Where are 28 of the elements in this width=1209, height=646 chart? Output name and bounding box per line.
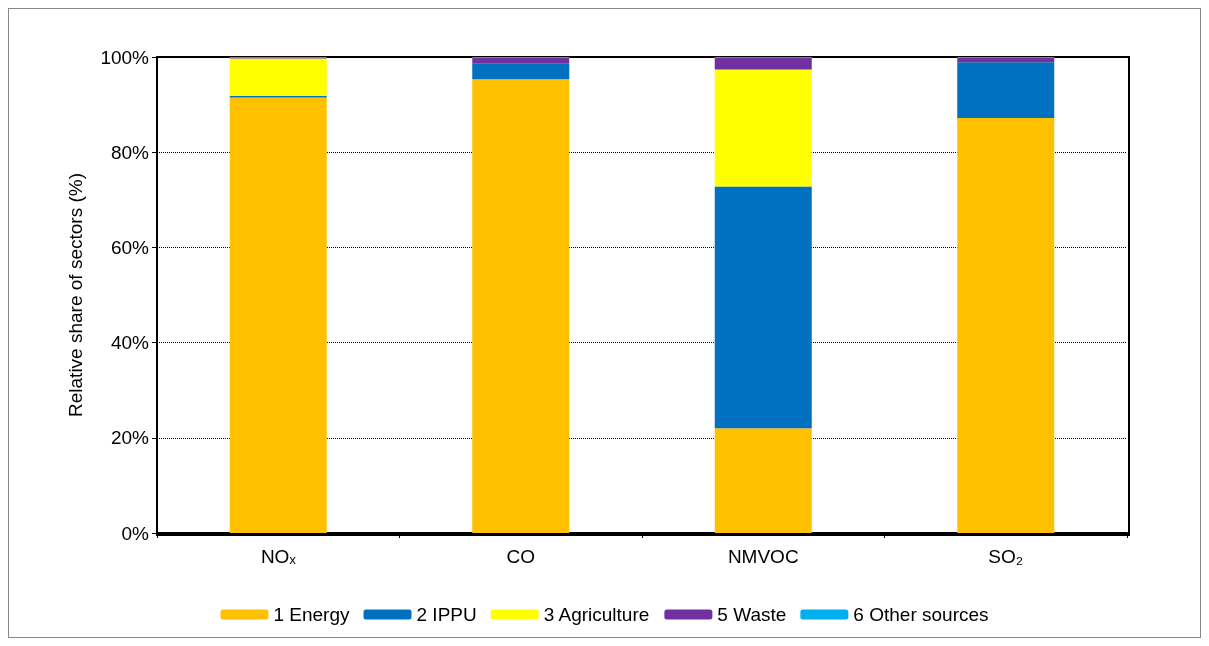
x-tick-label: SO₂ — [988, 546, 1024, 567]
x-tick-label: CO — [506, 546, 535, 567]
y-axis-title: Relative share of sectors (%) — [65, 173, 86, 417]
bar — [472, 63, 570, 80]
bar — [957, 117, 1055, 533]
y-tick-label: 80% — [110, 141, 150, 163]
bar — [714, 57, 812, 70]
legend-label: 1 Energy — [273, 604, 351, 625]
x-tick-label: NMVOC — [727, 546, 799, 567]
x-tick-label: NOₓ — [260, 546, 297, 567]
y-tick-label: 40% — [110, 332, 150, 354]
legend-label: 2 IPPU — [416, 604, 477, 625]
bar — [957, 62, 1055, 118]
y-tick-label: 20% — [110, 427, 150, 449]
bar — [714, 186, 812, 429]
legend-label: 5 Waste — [717, 604, 787, 625]
bar — [472, 79, 570, 533]
y-tick-label: 0% — [121, 522, 150, 544]
y-tick-label: 100% — [100, 46, 150, 68]
bar — [472, 57, 570, 64]
bar — [957, 57, 1055, 63]
bar — [714, 69, 812, 187]
bar — [229, 58, 327, 97]
legend-label: 3 Agriculture — [543, 604, 650, 625]
bar — [229, 97, 327, 533]
legend-label: 6 Other sources — [853, 604, 989, 625]
bar — [714, 428, 812, 533]
y-tick-label: 60% — [110, 236, 150, 258]
